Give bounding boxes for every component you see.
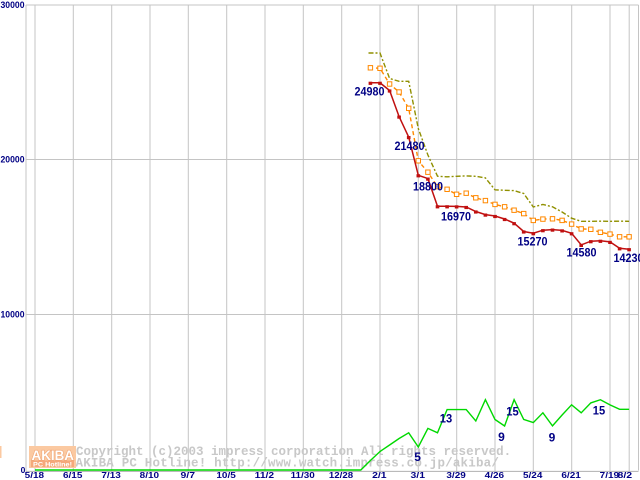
svg-text:14230: 14230	[614, 251, 640, 265]
svg-text:7/19: 7/19	[600, 471, 620, 480]
svg-text:6/21: 6/21	[561, 471, 581, 480]
svg-text:9: 9	[549, 431, 556, 445]
svg-text:24980: 24980	[355, 85, 385, 99]
svg-text:PC Hotline!: PC Hotline!	[33, 461, 72, 468]
svg-text:14580: 14580	[567, 246, 597, 260]
svg-text:5/24: 5/24	[523, 471, 543, 480]
svg-text:3/1: 3/1	[411, 471, 426, 480]
svg-text:4/26: 4/26	[485, 471, 505, 480]
svg-text:15: 15	[593, 404, 606, 418]
svg-text:9: 9	[498, 430, 505, 444]
svg-text:7/13: 7/13	[101, 471, 121, 480]
svg-text:0: 0	[21, 465, 26, 475]
svg-text:12/28: 12/28	[329, 471, 354, 480]
svg-text:3/29: 3/29	[446, 471, 466, 480]
svg-text:9/7: 9/7	[181, 471, 196, 480]
svg-text:18800: 18800	[413, 180, 443, 194]
svg-text:15270: 15270	[518, 235, 548, 249]
svg-text:8/2: 8/2	[618, 471, 633, 480]
svg-text:16970: 16970	[441, 209, 471, 223]
svg-text:8/10: 8/10	[140, 471, 160, 480]
svg-text:13: 13	[440, 412, 453, 426]
svg-text:6/15: 6/15	[63, 471, 83, 480]
svg-text:5: 5	[414, 450, 421, 464]
svg-text:15: 15	[506, 405, 519, 419]
svg-text:5/18: 5/18	[25, 471, 45, 480]
svg-text:AKIBA: AKIBA	[32, 447, 75, 463]
svg-text:10000: 10000	[1, 310, 25, 320]
svg-text:2/1: 2/1	[372, 471, 387, 480]
svg-text:Copyright (c)2003 impress corp: Copyright (c)2003 impress corporation Al…	[76, 445, 511, 459]
svg-text:30000: 30000	[1, 0, 25, 10]
svg-text:21480: 21480	[395, 139, 425, 153]
svg-text:AKIBA PC Hotline! http://www.: AKIBA PC Hotline! http://www.watch.impre…	[76, 457, 500, 471]
svg-text:10/5: 10/5	[216, 471, 236, 480]
svg-text:11/30: 11/30	[291, 471, 316, 480]
svg-text:20000: 20000	[1, 155, 25, 165]
svg-text:11/2: 11/2	[255, 471, 275, 480]
